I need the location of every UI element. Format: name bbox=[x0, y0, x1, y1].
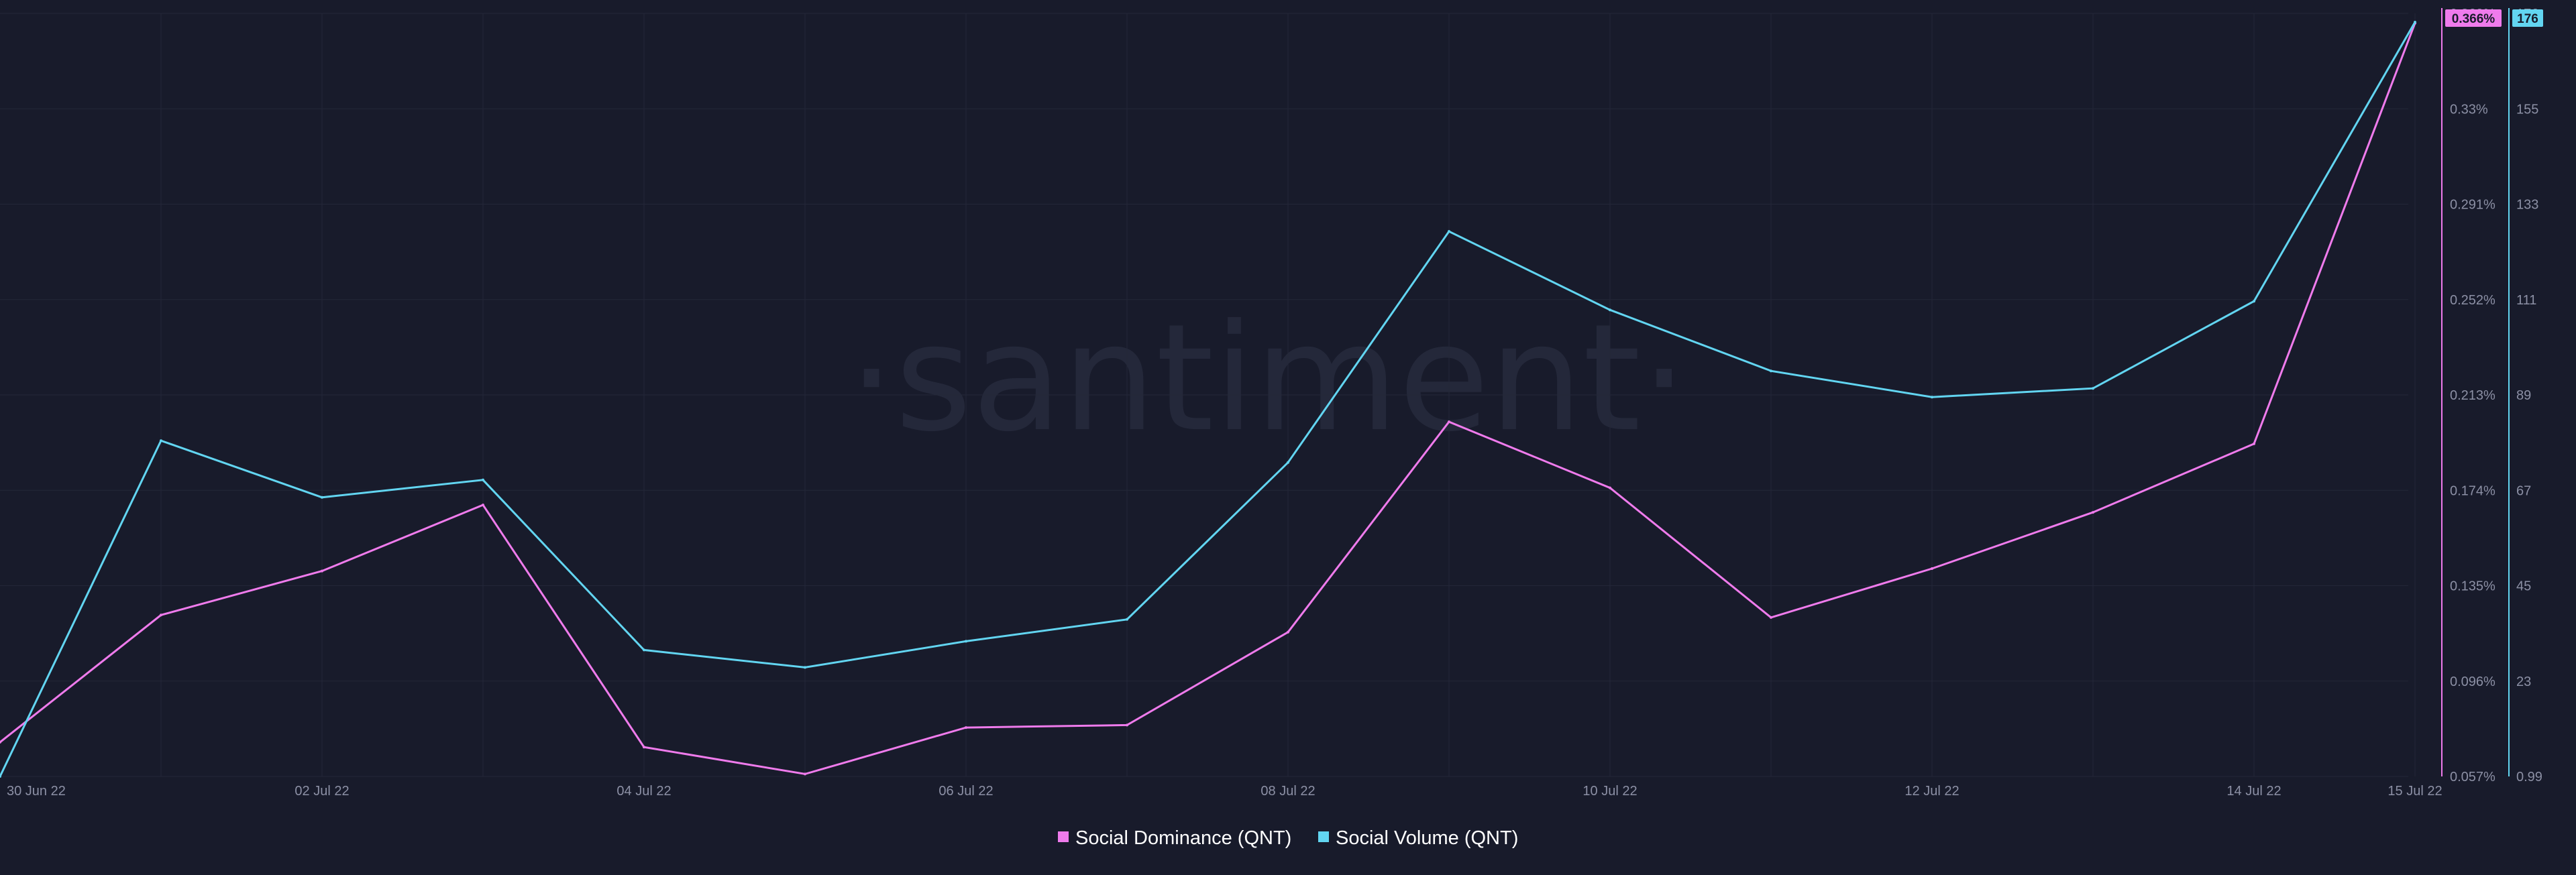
data-point-social-dominance bbox=[965, 726, 967, 730]
y-axis-right-tick-label: 23 bbox=[2516, 675, 2531, 689]
y-axis-left-tick-label: 0.096% bbox=[2450, 675, 2496, 689]
data-point-social-dominance bbox=[2092, 511, 2094, 514]
legend[interactable]: Social Dominance (QNT) Social Volume (QN… bbox=[1058, 827, 1518, 849]
data-point-social-volume bbox=[321, 495, 323, 499]
data-point-social-volume bbox=[1770, 369, 1772, 373]
data-point-social-dominance bbox=[1287, 630, 1289, 634]
x-axis-tick-label: 30 Jun 22 bbox=[7, 784, 66, 799]
y-axis-right-tick-label: 111 bbox=[2516, 293, 2536, 308]
legend-label-social-dominance[interactable]: Social Dominance (QNT) bbox=[1075, 827, 1291, 849]
y-axis-left-tick-label: 0.291% bbox=[2450, 198, 2496, 213]
y-axis-right-tick-label: 45 bbox=[2516, 579, 2531, 594]
data-point-social-dominance bbox=[804, 772, 806, 776]
last-value-label-volume: 176 bbox=[2517, 12, 2538, 26]
legend-swatch-social-volume[interactable] bbox=[1318, 831, 1329, 842]
grid-lines bbox=[0, 13, 2416, 777]
x-axis-tick-label: 08 Jul 22 bbox=[1260, 784, 1315, 799]
data-point-social-dominance bbox=[321, 569, 323, 573]
last-value-label-dominance: 0.366% bbox=[2452, 12, 2496, 26]
santiment-watermark: ·santiment· bbox=[848, 292, 1687, 464]
data-point-social-dominance bbox=[1931, 567, 1933, 570]
y-axis-right-tick-label: 155 bbox=[2516, 102, 2538, 117]
y-axis-right-tick-label: 67 bbox=[2516, 483, 2531, 498]
data-point-social-dominance bbox=[2253, 442, 2255, 445]
series-lines[interactable] bbox=[0, 21, 2416, 778]
data-point-social-volume bbox=[2092, 387, 2094, 390]
y-axis-left-tick-label: 0.135% bbox=[2450, 579, 2496, 594]
x-axis-tick-label: 10 Jul 22 bbox=[1582, 784, 1637, 799]
data-point-social-volume bbox=[965, 640, 967, 643]
y-axis-right-tick-label: 133 bbox=[2516, 198, 2538, 213]
y-axis-right-tick-label: 0.99 bbox=[2516, 770, 2542, 784]
y-axis-right-tick-label: 89 bbox=[2516, 388, 2531, 403]
series-line-social-dominance bbox=[0, 23, 2416, 775]
data-point-social-volume bbox=[1448, 230, 1450, 233]
series-line-social-volume bbox=[0, 21, 2416, 777]
data-point-social-dominance bbox=[160, 614, 162, 617]
data-point-social-volume bbox=[643, 648, 645, 652]
y-axis-left-tick-label: 0.33% bbox=[2450, 102, 2488, 117]
data-point-social-dominance bbox=[0, 740, 1, 744]
data-point-social-volume bbox=[482, 478, 484, 481]
data-point-social-volume bbox=[1287, 461, 1289, 464]
last-value-badge-dominance bbox=[2445, 9, 2502, 27]
data-point-social-volume bbox=[1609, 308, 1611, 312]
data-point-social-dominance bbox=[1770, 616, 1772, 619]
x-axis-tick-label: 12 Jul 22 bbox=[1904, 784, 1959, 799]
y-axis-left-tick-label: 0.057% bbox=[2450, 770, 2496, 784]
data-point-social-volume bbox=[0, 775, 1, 778]
x-axis-tick-label: 14 Jul 22 bbox=[2226, 784, 2281, 799]
data-point-social-dominance bbox=[1609, 486, 1611, 489]
data-point-social-dominance bbox=[1126, 723, 1128, 727]
y-axis-left-tick-label: 0.213% bbox=[2450, 388, 2496, 403]
x-axis-tick-label: 15 Jul 22 bbox=[2387, 784, 2442, 799]
x-axis-tick-label: 06 Jul 22 bbox=[938, 784, 993, 799]
last-value-badge-volume bbox=[2512, 9, 2543, 27]
data-point-social-volume bbox=[2253, 300, 2255, 303]
data-point-social-volume bbox=[2414, 21, 2416, 23]
legend-swatch-social-dominance[interactable] bbox=[1058, 831, 1069, 842]
x-axis-tick-label: 02 Jul 22 bbox=[294, 784, 349, 799]
legend-label-social-volume[interactable]: Social Volume (QNT) bbox=[1336, 827, 1518, 849]
data-point-social-dominance bbox=[1448, 420, 1450, 424]
data-point-social-volume bbox=[160, 439, 162, 443]
last-value-badges: 0.366% 176 bbox=[2445, 9, 2543, 27]
data-point-social-volume bbox=[1931, 396, 1933, 399]
y-axis-left-tick-label: 0.174% bbox=[2450, 483, 2496, 498]
data-point-social-volume bbox=[804, 666, 806, 669]
data-point-social-dominance bbox=[643, 746, 645, 749]
data-point-social-dominance bbox=[482, 504, 484, 507]
y-axis-left-tick-label: 0.252% bbox=[2450, 293, 2496, 308]
data-point-social-volume bbox=[1126, 618, 1128, 621]
x-axis-tick-label: 04 Jul 22 bbox=[616, 784, 671, 799]
